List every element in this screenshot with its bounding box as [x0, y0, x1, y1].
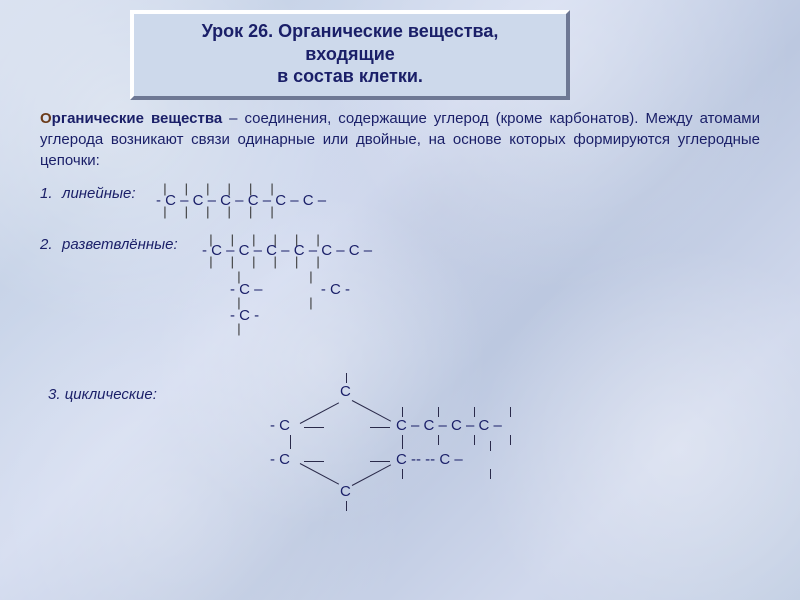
section-2-label: разветвлённые:: [62, 236, 198, 253]
title-line-3: в состав клетки.: [142, 65, 558, 88]
branch-ticks-3: |: [230, 324, 760, 333]
branch-ticks-1: | |: [230, 272, 760, 281]
ring-tick: [346, 373, 347, 383]
ring-tick: [346, 501, 347, 511]
title-line-1: Урок 26. Органические вещества,: [142, 20, 558, 43]
section-2: 2. разветвлённые: | | | | | | - С – С – …: [40, 236, 760, 267]
section-1-label: линейные:: [62, 185, 152, 202]
section-3-diagram: С - С С – С – С – С –: [260, 383, 660, 573]
section-3-label: циклические:: [65, 386, 157, 403]
ring-top-c: С: [340, 383, 351, 400]
chain-tick: [490, 469, 491, 479]
branch-ticks-2: | |: [230, 298, 760, 307]
chain-tick: [474, 407, 475, 417]
section-1-number: 1.: [40, 185, 62, 202]
ring-gap-line: [370, 461, 390, 462]
ring-lower-left: - С: [270, 451, 290, 468]
ring-edge: [352, 464, 391, 486]
slide: Урок 26. Органические вещества, входящие…: [0, 0, 800, 600]
term-rest: рганические вещества: [52, 110, 223, 127]
ring-gap-line: [370, 427, 390, 428]
ring-gap-line: [304, 427, 324, 428]
section-1-ticks-below: | | | | | |: [156, 208, 326, 216]
chain-tick: [510, 407, 511, 417]
chain-tick: [438, 407, 439, 417]
section-1-chain: | | | | | | - С – С – С – С – С – С – | …: [156, 185, 326, 216]
chain-tick: [490, 441, 491, 451]
chain-tick: [402, 469, 403, 479]
section-2-branches: | | - С – - С - | | - С - |: [230, 272, 760, 333]
section-1: 1. линейные: | | | | | | - С – С – С – С…: [40, 185, 760, 216]
ring-edge: [300, 463, 339, 485]
ring-upper-left: - С: [270, 417, 290, 434]
chain-list: 1. линейные: | | | | | | - С – С – С – С…: [40, 185, 760, 333]
section-2-number: 2.: [40, 236, 62, 253]
title-box: Урок 26. Органические вещества, входящие…: [130, 10, 570, 100]
section-3-number: 3.: [48, 386, 61, 403]
ring-side-tick: [290, 435, 291, 449]
chain-tick: [474, 435, 475, 445]
section-2-chain: | | | | | | - С – С – С – С – С – С – | …: [202, 236, 372, 267]
section-3-heading: 3. циклические:: [48, 386, 157, 403]
title-line-2: входящие: [142, 43, 558, 66]
chain-tick: [510, 435, 511, 445]
ring-upper-right: С – С – С – С –: [396, 417, 502, 434]
ring-lower-right: С -- -- С –: [396, 451, 463, 468]
ring-side-tick: [402, 435, 403, 449]
chain-tick: [402, 407, 403, 417]
chain-tick: [438, 435, 439, 445]
definition-paragraph: Органические вещества – соединения, соде…: [40, 108, 760, 171]
ring-gap-line: [304, 461, 324, 462]
ring-edge: [300, 402, 339, 424]
ring-bottom-c: С: [340, 483, 351, 500]
term-first-letter: О: [40, 110, 52, 127]
content-area: Органические вещества – соединения, соде…: [40, 108, 760, 333]
section-2-ticks-below: | | | | | |: [202, 258, 372, 266]
ring-edge: [352, 400, 391, 422]
